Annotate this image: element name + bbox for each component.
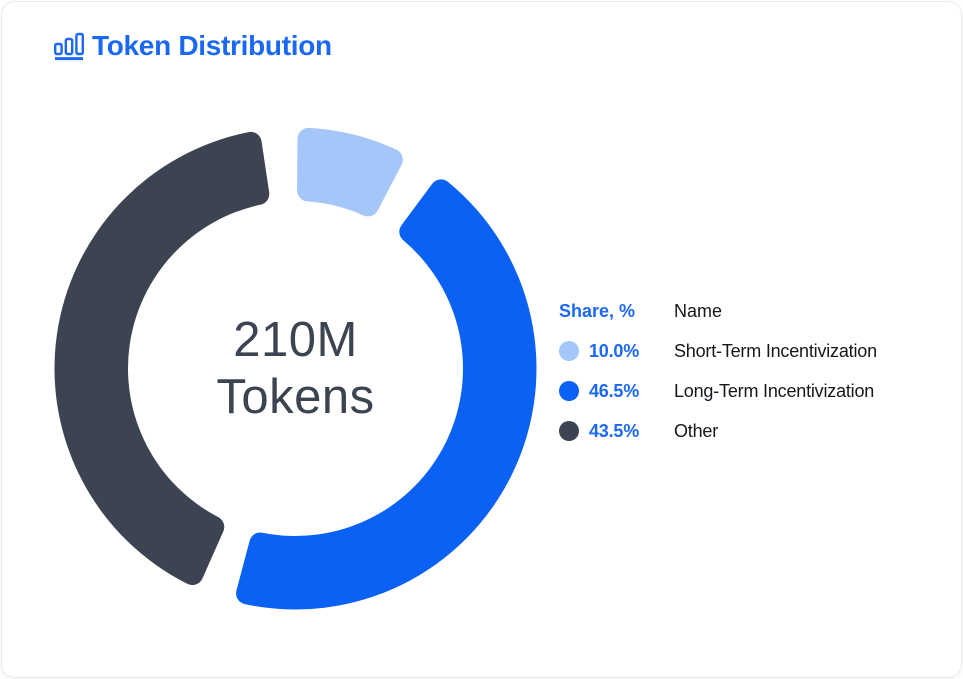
- legend-rows: 10.0% Short-Term Incentivization 46.5% Long…: [559, 331, 939, 451]
- legend-series-name: Other: [674, 420, 719, 441]
- donut-segment-0[interactable]: [297, 127, 403, 217]
- donut-segment-1[interactable]: [236, 179, 537, 610]
- legend-item-2[interactable]: 43.5% Other: [559, 411, 939, 451]
- bar-chart-icon: [52, 29, 86, 63]
- legend-name-header: Name: [674, 300, 723, 321]
- legend-series-name: Long-Term Incentivization: [674, 380, 875, 401]
- donut-center-label: 210M Tokens: [145, 312, 446, 426]
- legend-share-value: 43.5%: [589, 420, 640, 441]
- legend-color-dot: [559, 341, 579, 361]
- legend-share-value: 46.5%: [589, 380, 640, 401]
- legend-share-cell: 46.5%: [559, 381, 674, 402]
- center-total-unit: Tokens: [216, 370, 375, 424]
- donut-segment-2[interactable]: [54, 131, 270, 586]
- legend-color-dot: [559, 421, 579, 441]
- legend-share-header: Share, %: [559, 300, 636, 321]
- legend-header: Share, % Name: [559, 299, 939, 323]
- legend-series-name: Short-Term Incentivization: [674, 340, 877, 361]
- legend-share-value: 10.0%: [589, 340, 640, 361]
- legend-item-0[interactable]: 10.0% Short-Term Incentivization: [559, 331, 939, 371]
- legend-share-cell: 43.5%: [559, 421, 674, 442]
- legend-color-dot: [559, 381, 579, 401]
- center-total-value: 210M: [233, 313, 358, 367]
- legend: Share, % Name 10.0% Short-Term Incentiviz…: [559, 299, 939, 451]
- legend-item-1[interactable]: 46.5% Long-Term Incentivization: [559, 371, 939, 411]
- card-header: Token Distribution: [52, 29, 332, 63]
- card-title: Token Distribution: [92, 30, 332, 61]
- donut-chart: [54, 127, 537, 610]
- legend-share-cell: 10.0%: [559, 341, 674, 362]
